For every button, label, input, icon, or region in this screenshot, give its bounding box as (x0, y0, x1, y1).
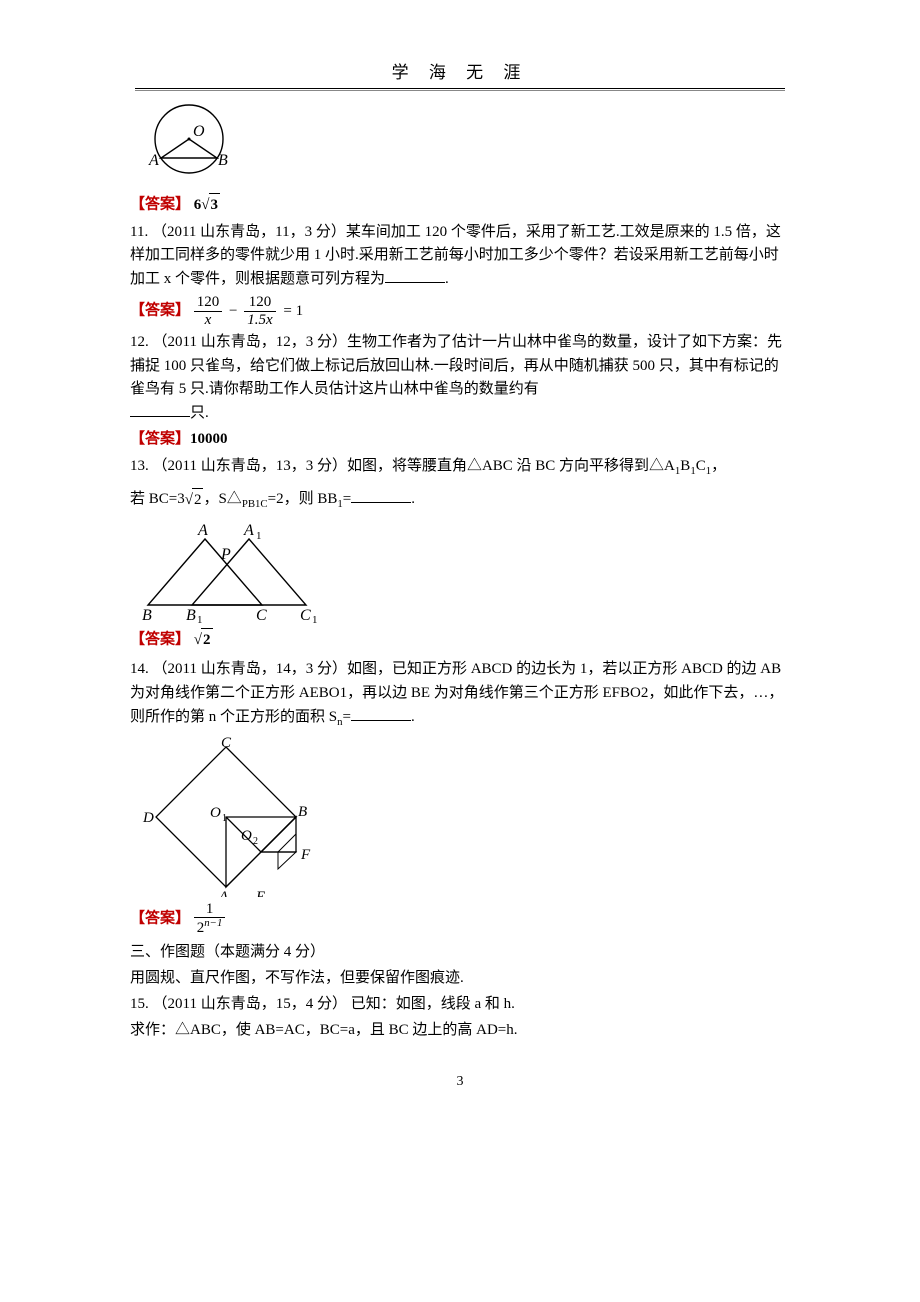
svg-text:F: F (300, 847, 311, 863)
section-3-title: 三、作图题（本题满分 4 分） (130, 941, 790, 964)
question-15-line1: 15. （2011 山东青岛，15，4 分） 已知：如图，线段 a 和 h. (130, 993, 790, 1016)
page-header: 学 海 无 涯 (135, 60, 785, 89)
answer-12: 【答案】10000 (130, 428, 790, 451)
figure-nested-squares: C D B A E F O1 O2 (136, 737, 326, 897)
svg-text:B: B (218, 152, 228, 169)
svg-text:O: O (210, 805, 221, 821)
svg-text:O: O (193, 123, 205, 140)
svg-text:A: A (148, 152, 159, 169)
answer-14: 【答案】 1 2n−1 (130, 901, 790, 937)
svg-text:D: D (142, 810, 154, 826)
figure-translated-triangles: A A1 P B B1 C C1 (136, 519, 356, 624)
svg-text:B: B (298, 804, 307, 820)
question-15-line2: 求作：△ABC，使 AB=AC，BC=a，且 BC 边上的高 AD=h. (130, 1019, 790, 1042)
svg-text:A: A (243, 522, 254, 539)
answer-11: 【答案】 120x − 1201.5x = 1 (130, 294, 790, 328)
svg-text:O: O (241, 828, 252, 844)
section-3-instruction: 用圆规、直尺作图，不写作法，但要保留作图痕迹. (130, 967, 790, 990)
svg-text:1: 1 (197, 614, 203, 624)
svg-text:C: C (300, 607, 311, 624)
answer-10: 【答案】 6√3 (130, 193, 790, 217)
question-13-line2: 若 BC=3√2，S△PB1C=2，则 BB1=. (130, 487, 790, 513)
question-11: 11. （2011 山东青岛，11，3 分）某车间加工 120 个零件后，采用了… (130, 221, 790, 292)
question-13-line1: 13. （2011 山东青岛，13，3 分）如图，将等腰直角△ABC 沿 BC … (130, 455, 790, 480)
svg-text:1: 1 (222, 813, 227, 824)
svg-text:A: A (218, 889, 229, 897)
svg-text:A: A (197, 522, 208, 539)
question-14: 14. （2011 山东青岛，14，3 分）如图，已知正方形 ABCD 的边长为… (130, 658, 790, 730)
svg-text:1: 1 (256, 530, 262, 542)
svg-text:C: C (221, 737, 232, 751)
svg-text:1: 1 (312, 614, 318, 624)
answer-13: 【答案】 √2 (130, 628, 790, 652)
svg-text:B: B (142, 607, 152, 624)
page-number: 3 (130, 1071, 790, 1093)
svg-text:C: C (256, 607, 267, 624)
svg-text:B: B (186, 607, 196, 624)
svg-text:E: E (255, 889, 265, 897)
svg-text:2: 2 (253, 836, 258, 847)
svg-text:P: P (220, 546, 231, 563)
figure-circle-oab: O A B (136, 101, 246, 189)
question-12: 12. （2011 山东青岛，12，3 分）生物工作者为了估计一片山林中雀鸟的数… (130, 331, 790, 425)
